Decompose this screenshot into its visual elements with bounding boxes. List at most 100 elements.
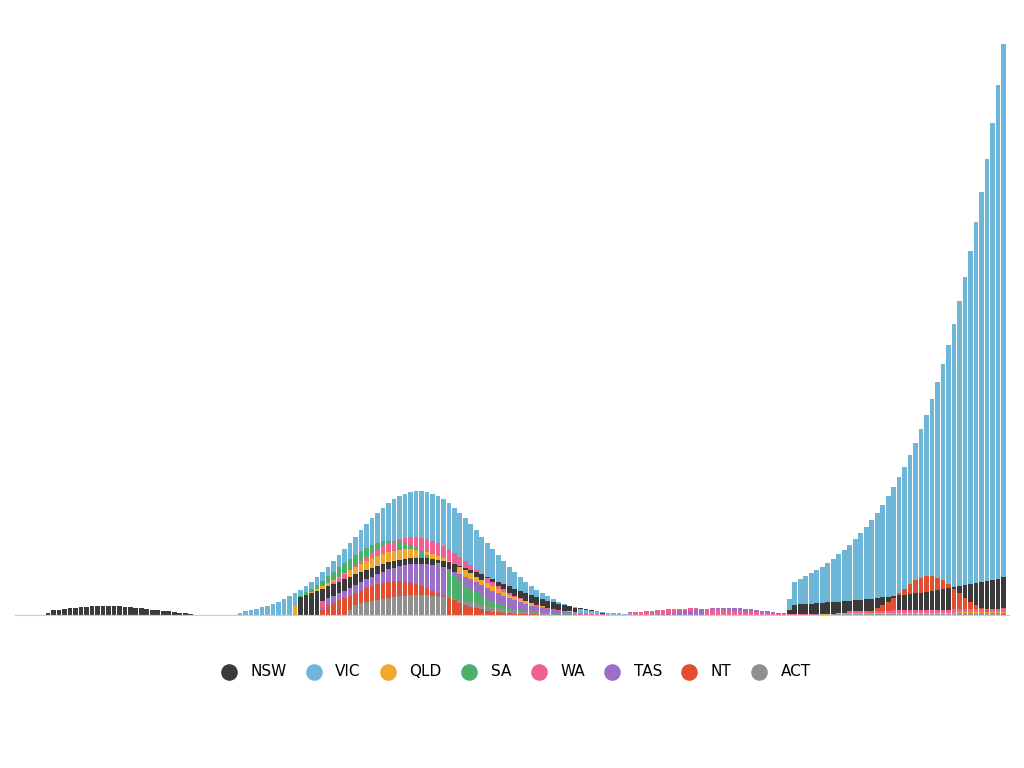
Bar	[358, 531, 364, 614]
Bar	[474, 577, 478, 614]
Bar	[562, 611, 566, 614]
Bar	[546, 608, 550, 614]
Bar	[699, 609, 703, 614]
Bar	[304, 595, 308, 614]
Bar	[331, 596, 336, 614]
Bar	[298, 590, 303, 614]
Bar	[595, 611, 599, 614]
Bar	[375, 600, 380, 614]
Bar	[309, 592, 314, 614]
Bar	[902, 613, 907, 614]
Bar	[655, 611, 659, 614]
Bar	[375, 566, 380, 614]
Bar	[963, 585, 968, 614]
Bar	[326, 576, 331, 614]
Bar	[402, 549, 408, 614]
Bar	[375, 543, 380, 614]
Bar	[293, 607, 297, 614]
Bar	[974, 605, 978, 614]
Bar	[391, 568, 396, 614]
Bar	[974, 609, 978, 614]
Bar	[386, 569, 391, 614]
Bar	[512, 589, 517, 614]
Bar	[353, 567, 357, 614]
Bar	[995, 608, 1000, 614]
Bar	[908, 594, 912, 614]
Bar	[891, 487, 896, 614]
Bar	[979, 609, 984, 614]
Bar	[562, 605, 566, 614]
Bar	[365, 579, 369, 614]
Bar	[672, 613, 676, 614]
Bar	[600, 612, 605, 614]
Bar	[969, 250, 973, 614]
Bar	[425, 554, 429, 614]
Bar	[957, 612, 962, 614]
Bar	[572, 607, 578, 614]
Bar	[886, 496, 891, 614]
Bar	[633, 612, 638, 614]
Bar	[402, 559, 408, 614]
Bar	[518, 577, 522, 614]
Bar	[391, 581, 396, 614]
Bar	[562, 611, 566, 614]
Bar	[523, 593, 528, 614]
Bar	[414, 558, 418, 614]
Bar	[523, 604, 528, 614]
Bar	[446, 561, 452, 614]
Bar	[523, 581, 528, 614]
Bar	[353, 554, 357, 614]
Bar	[540, 613, 545, 614]
Bar	[358, 591, 364, 614]
Bar	[386, 503, 391, 614]
Bar	[337, 555, 341, 614]
Bar	[528, 603, 534, 614]
Bar	[990, 608, 995, 614]
Bar	[518, 610, 522, 614]
Bar	[435, 496, 440, 614]
Bar	[446, 598, 452, 614]
Bar	[425, 595, 429, 614]
Bar	[540, 599, 545, 614]
Bar	[528, 604, 534, 614]
Bar	[254, 608, 259, 614]
Bar	[167, 611, 171, 614]
Bar	[925, 610, 929, 614]
Bar	[342, 591, 347, 614]
Bar	[727, 607, 731, 614]
Bar	[496, 607, 501, 614]
Bar	[458, 566, 462, 614]
Bar	[551, 609, 556, 614]
Bar	[468, 607, 473, 614]
Bar	[441, 499, 445, 614]
Bar	[556, 611, 561, 614]
Bar	[474, 531, 478, 614]
Bar	[485, 588, 489, 614]
Bar	[463, 577, 468, 614]
Bar	[556, 610, 561, 614]
Bar	[787, 599, 792, 614]
Bar	[683, 608, 687, 614]
Bar	[546, 597, 550, 614]
Bar	[672, 609, 676, 614]
Bar	[375, 549, 380, 614]
Bar	[463, 568, 468, 614]
Bar	[441, 561, 445, 614]
Bar	[298, 598, 303, 614]
Bar	[930, 399, 935, 614]
Bar	[869, 598, 874, 614]
Bar	[458, 567, 462, 614]
Bar	[540, 613, 545, 614]
Bar	[820, 603, 824, 614]
Bar	[386, 541, 391, 614]
Bar	[749, 612, 754, 614]
Bar	[579, 613, 583, 614]
Bar	[463, 518, 468, 614]
Bar	[326, 567, 331, 614]
Bar	[518, 600, 522, 614]
Bar	[540, 607, 545, 614]
Bar	[732, 611, 736, 614]
Bar	[512, 596, 517, 614]
Bar	[710, 608, 715, 614]
Bar	[754, 610, 759, 614]
